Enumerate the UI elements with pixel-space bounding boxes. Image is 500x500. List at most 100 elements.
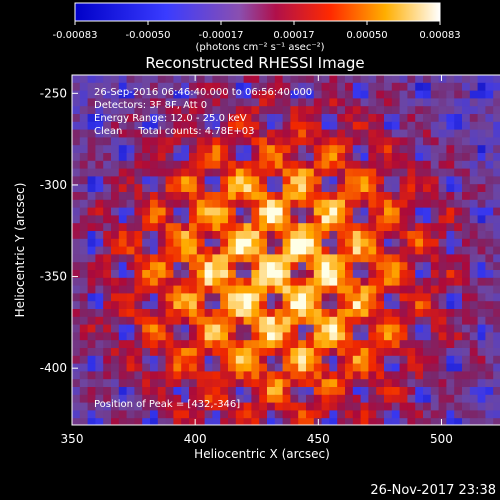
heatmap-cell: [282, 277, 291, 286]
heatmap-cell: [235, 410, 244, 419]
heatmap-cell: [126, 316, 135, 325]
heatmap-cell: [376, 82, 385, 91]
heatmap-cell: [313, 114, 322, 123]
heatmap-cell: [111, 332, 120, 341]
heatmap-cell: [329, 176, 338, 185]
heatmap-cell: [493, 106, 500, 115]
heatmap-cell: [423, 402, 432, 411]
heatmap-cell: [118, 309, 127, 318]
heatmap-cell: [485, 316, 494, 325]
heatmap-cell: [165, 324, 174, 333]
heatmap-cell: [384, 82, 393, 91]
heatmap-cell: [290, 192, 299, 201]
heatmap-cell: [290, 145, 299, 154]
heatmap-cell: [157, 153, 166, 162]
heatmap-cell: [118, 316, 127, 325]
heatmap-cell: [134, 207, 143, 216]
heatmap-cell: [493, 270, 500, 279]
heatmap-cell: [267, 184, 276, 193]
heatmap-cell: [111, 145, 120, 154]
heatmap-cell: [87, 145, 96, 154]
heatmap-cell: [118, 184, 127, 193]
heatmap-cell: [407, 199, 416, 208]
heatmap-cell: [368, 137, 377, 146]
heatmap-cell: [306, 309, 315, 318]
heatmap-cell: [87, 410, 96, 419]
heatmap-cell: [298, 192, 307, 201]
heatmap-cell: [415, 145, 424, 154]
heatmap-cell: [391, 114, 400, 123]
heatmap-cell: [142, 394, 151, 403]
heatmap-cell: [243, 355, 252, 364]
heatmap-cell: [477, 82, 486, 91]
heatmap-cell: [391, 394, 400, 403]
heatmap-cell: [485, 223, 494, 232]
heatmap-cell: [235, 363, 244, 372]
heatmap-cell: [352, 153, 361, 162]
heatmap-cell: [204, 90, 213, 99]
heatmap-cell: [290, 262, 299, 271]
heatmap-cell: [87, 348, 96, 357]
heatmap-cell: [228, 379, 237, 388]
plot-frame: [71, 74, 500, 426]
heatmap-cell: [212, 153, 221, 162]
heatmap-cell: [95, 418, 104, 425]
heatmap-cell: [165, 98, 174, 107]
heatmap-cell: [212, 137, 221, 146]
heatmap-cell: [212, 270, 221, 279]
heatmap-cell: [165, 293, 174, 302]
heatmap-cell: [103, 316, 112, 325]
heatmap-cell: [407, 98, 416, 107]
heatmap-cell: [134, 176, 143, 185]
heatmap-cell: [477, 75, 486, 84]
heatmap-cell: [477, 410, 486, 419]
heatmap-cell: [329, 223, 338, 232]
heatmap-cell: [329, 145, 338, 154]
heatmap-cell: [493, 199, 500, 208]
heatmap-cell: [415, 316, 424, 325]
heatmap-cell: [157, 145, 166, 154]
heatmap-cell: [360, 324, 369, 333]
heatmap-cell: [477, 324, 486, 333]
heatmap-cell: [126, 418, 135, 425]
heatmap-cell: [290, 98, 299, 107]
heatmap-cell: [430, 207, 439, 216]
heatmap-cell: [493, 129, 500, 138]
heatmap-cell: [376, 277, 385, 286]
heatmap-cell: [165, 371, 174, 380]
heatmap-cell: [376, 262, 385, 271]
heatmap-cell: [235, 129, 244, 138]
heatmap-cell: [407, 145, 416, 154]
heatmap-cell: [165, 153, 174, 162]
heatmap-cell: [384, 176, 393, 185]
x-tick-label: 350: [61, 432, 84, 446]
heatmap-cell: [111, 199, 120, 208]
heatmap-cell: [477, 98, 486, 107]
heatmap-cell: [111, 285, 120, 294]
heatmap-cell: [438, 363, 447, 372]
heatmap-cell: [282, 168, 291, 177]
heatmap-cell: [235, 402, 244, 411]
heatmap-cell: [165, 106, 174, 115]
heatmap-cell: [235, 371, 244, 380]
heatmap-cell: [251, 199, 260, 208]
heatmap-cell: [165, 199, 174, 208]
heatmap-cell: [391, 316, 400, 325]
heatmap-cell: [243, 75, 252, 84]
heatmap-cell: [321, 145, 330, 154]
heatmap-cell: [118, 90, 127, 99]
heatmap-cell: [306, 176, 315, 185]
heatmap-cell: [228, 90, 237, 99]
heatmap-cell: [352, 348, 361, 357]
heatmap-cell: [126, 145, 135, 154]
heatmap-cell: [228, 75, 237, 84]
heatmap-cell: [282, 402, 291, 411]
heatmap-cell: [384, 246, 393, 255]
heatmap-cell: [469, 114, 478, 123]
heatmap-cell: [446, 90, 455, 99]
heatmap-cell: [415, 270, 424, 279]
heatmap-cell: [181, 238, 190, 247]
heatmap-cell: [368, 199, 377, 208]
heatmap-cell: [415, 238, 424, 247]
heatmap-cell: [313, 254, 322, 263]
